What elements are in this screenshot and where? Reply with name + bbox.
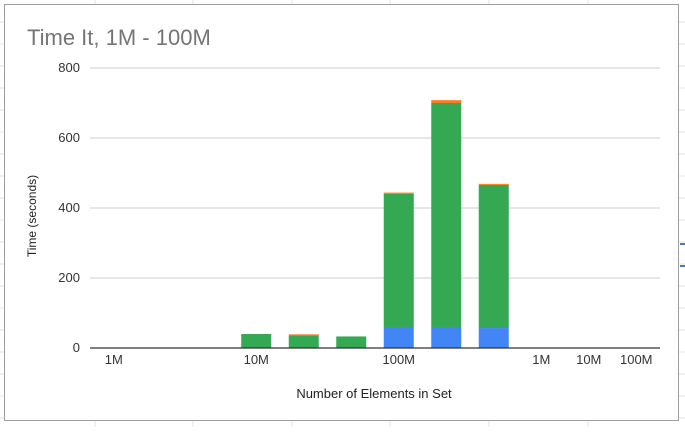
bar-segment-3[interactable] <box>384 193 414 194</box>
bar-segment-3[interactable] <box>431 100 461 103</box>
bar-segment-3[interactable] <box>289 334 319 335</box>
y-tick-label: 800 <box>58 60 80 75</box>
sheet-selection-mark <box>680 265 685 267</box>
y-tick-label: 0 <box>73 340 80 355</box>
bar-segment-2[interactable] <box>241 334 271 348</box>
y-tick-label: 200 <box>58 270 80 285</box>
bar-segment-2[interactable] <box>479 185 509 328</box>
bar-segment-2[interactable] <box>289 335 319 347</box>
bar-segment-2[interactable] <box>431 103 461 327</box>
x-tick-label: 1M <box>532 352 550 367</box>
bar-segment-3[interactable] <box>479 184 509 185</box>
y-tick-label: 400 <box>58 200 80 215</box>
x-tick-label: 100M <box>382 352 415 367</box>
x-axis-label: Number of Elements in Set <box>296 386 452 401</box>
y-axis-label: Time (seconds) <box>25 175 39 257</box>
bar-segment-1[interactable] <box>479 328 509 348</box>
bar-segment-2[interactable] <box>384 194 414 327</box>
bar-segment-1[interactable] <box>431 327 461 348</box>
x-tick-label: 10M <box>576 352 601 367</box>
bar-segment-1[interactable] <box>384 327 414 348</box>
y-tick-label: 600 <box>58 130 80 145</box>
x-tick-label: 1M <box>105 352 123 367</box>
sheet-selection-mark <box>680 243 685 245</box>
bar-segment-2[interactable] <box>336 336 366 347</box>
x-tick-label: 10M <box>244 352 269 367</box>
x-tick-label: 100M <box>620 352 653 367</box>
